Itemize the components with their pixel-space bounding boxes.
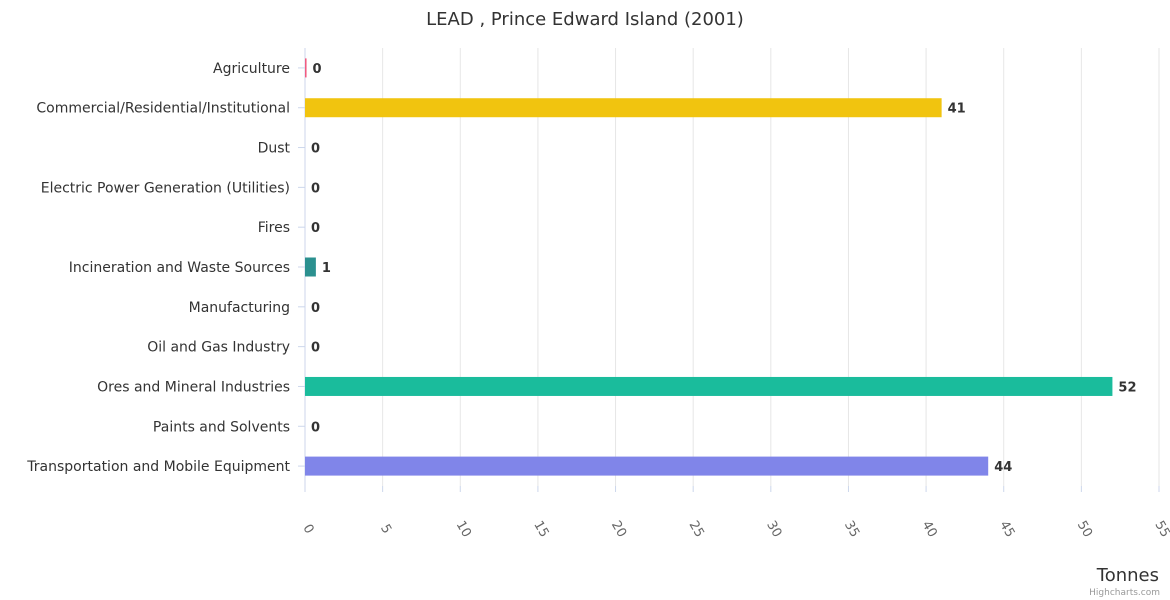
category-label: Incineration and Waste Sources — [69, 260, 290, 276]
x-tick-label: 0 — [299, 522, 316, 537]
chart-title: LEAD , Prince Edward Island (2001) — [426, 9, 744, 30]
category-label: Commercial/Residential/Institutional — [36, 101, 290, 117]
bar-series[interactable] — [305, 58, 1113, 476]
category-label: Fires — [258, 220, 290, 236]
category-label: Electric Power Generation (Utilities) — [41, 180, 290, 196]
category-label: Transportation and Mobile Equipment — [26, 459, 290, 475]
bar-8[interactable] — [305, 376, 1113, 396]
x-tick-label: 15 — [530, 518, 551, 540]
x-tick-label: 45 — [996, 518, 1017, 540]
data-label: 0 — [311, 301, 320, 316]
value-axis: 0 5 10 15 20 25 30 35 40 45 50 55 — [299, 486, 1170, 540]
bar-10[interactable] — [305, 456, 989, 476]
category-label: Agriculture — [213, 61, 290, 77]
x-tick-label: 35 — [841, 518, 862, 540]
data-label: 41 — [948, 102, 966, 117]
data-label: 0 — [313, 62, 322, 77]
category-label: Oil and Gas Industry — [147, 340, 290, 356]
x-tick-label: 25 — [686, 518, 707, 540]
x-tick-label: 10 — [453, 518, 474, 540]
category-axis: Agriculture Commercial/Residential/Instit… — [26, 48, 306, 486]
data-label: 0 — [311, 181, 320, 196]
data-label: 44 — [994, 460, 1012, 475]
data-label: 1 — [322, 261, 331, 276]
x-tick-label: 40 — [918, 518, 939, 540]
bar-5[interactable] — [305, 257, 316, 277]
data-label: 0 — [311, 221, 320, 236]
gridlines — [304, 48, 1160, 486]
data-label: 52 — [1118, 380, 1136, 395]
category-label: Ores and Mineral Industries — [97, 379, 290, 395]
x-tick-label: 5 — [377, 522, 394, 537]
category-label: Dust — [258, 141, 291, 157]
x-tick-label: 30 — [763, 518, 784, 540]
credits-link[interactable]: Highcharts.com — [1089, 588, 1160, 598]
x-tick-label: 55 — [1151, 518, 1170, 540]
data-label: 0 — [311, 341, 320, 356]
category-label: Manufacturing — [189, 300, 290, 316]
category-label: Paints and Solvents — [153, 419, 290, 435]
data-label: 0 — [311, 142, 320, 157]
bar-0[interactable] — [305, 58, 307, 78]
data-label: 0 — [311, 420, 320, 435]
x-tick-label: 20 — [608, 518, 629, 540]
x-axis-title: Tonnes — [1096, 565, 1159, 586]
bar-1[interactable] — [305, 98, 942, 118]
data-labels: 0 41 0 0 0 1 0 0 52 0 44 — [311, 62, 1137, 475]
x-tick-label: 50 — [1074, 518, 1095, 540]
